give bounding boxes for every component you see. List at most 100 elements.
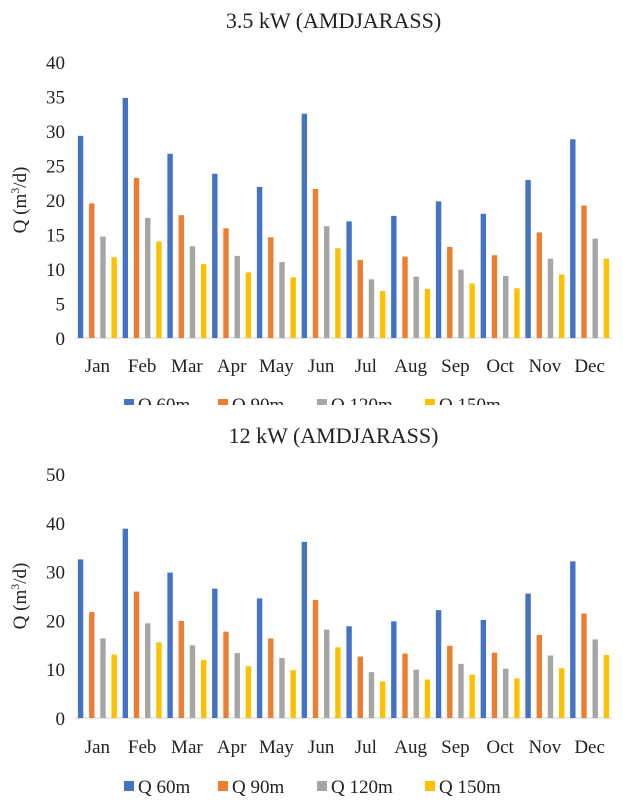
bar-q-150m-feb: [156, 241, 162, 338]
legend-label-q-150m: Q 150m: [439, 777, 501, 798]
x-tick-label: Jan: [85, 737, 111, 758]
bar-q-90m-jun: [312, 188, 319, 338]
bar-q-150m-nov: [558, 274, 565, 338]
bar-q-150m-oct: [514, 288, 520, 338]
bar-q-60m-feb: [122, 97, 129, 338]
x-tick-label: Jul: [355, 356, 377, 377]
bar-q-120m-aug: [413, 669, 419, 718]
bar-q-150m-aug: [424, 289, 431, 338]
bar-q-60m-oct: [480, 213, 487, 338]
y-tick-label: 0: [56, 709, 66, 730]
y-tick-label: 35: [46, 88, 65, 109]
y-tick-label: 30: [46, 563, 65, 584]
bar-q-90m-nov: [536, 232, 542, 338]
bar-q-120m-apr: [234, 653, 240, 718]
bar-q-90m-dec: [581, 205, 587, 338]
bar-q-90m-jul: [357, 656, 363, 718]
bar-q-120m-mar: [189, 246, 196, 338]
x-tick-label: Nov: [529, 356, 562, 377]
legend-swatch-q-90m: [218, 399, 228, 405]
bar-q-120m-sep: [458, 663, 464, 718]
legend-swatch-q-120m: [317, 399, 327, 405]
bar-q-90m-oct: [491, 652, 498, 718]
x-tick-label: Nov: [529, 737, 562, 758]
y-tick-label: 30: [46, 122, 65, 143]
x-tick-label: Aug: [394, 737, 427, 758]
bar-q-120m-may: [279, 657, 285, 718]
bar-q-90m-jun: [312, 599, 319, 718]
chart-12kw: 12 kW (AMDJARASS) Q (m3/d) 0 10 20 30 40 50 Jan F…: [8, 423, 612, 798]
bar-q-120m-nov: [547, 258, 554, 338]
legend-swatch-q-60m: [124, 781, 134, 791]
bar-q-150m-nov: [558, 668, 565, 718]
y-tick-label: 10: [46, 660, 65, 681]
y-tick-label: 5: [56, 295, 66, 316]
bar-q-120m-nov: [547, 655, 554, 718]
bar-q-120m-jan: [100, 638, 106, 718]
bar-q-60m-nov: [525, 593, 531, 718]
bar-q-120m-dec: [592, 639, 598, 718]
bar-q-150m-dec: [603, 655, 610, 718]
bar-q-150m-may: [290, 277, 296, 338]
bar-q-150m-apr: [245, 272, 252, 338]
legend-label-q-120m: Q 120m: [331, 777, 393, 798]
y-tick-label: 40: [46, 514, 65, 535]
bar-q-90m-nov: [536, 635, 542, 718]
legend-swatch-q-120m: [317, 781, 327, 791]
x-tick-label: Apr: [217, 737, 247, 758]
y-tick-label: 40: [46, 53, 65, 74]
bar-q-90m-jul: [357, 260, 363, 338]
bar-q-90m-sep: [447, 645, 453, 718]
bar-q-150m-jun: [335, 647, 341, 718]
bar-q-120m-oct: [503, 275, 509, 338]
x-tick-label: Feb: [128, 737, 157, 758]
bar-q-90m-jan: [89, 612, 95, 718]
legend-label-q-60m: Q 60m: [138, 395, 190, 405]
bar-q-90m-may: [268, 237, 274, 338]
bar-q-60m-sep: [435, 610, 442, 718]
bar-q-120m-may: [279, 262, 285, 338]
bar-q-60m-jul: [346, 221, 352, 338]
bar-q-60m-may: [256, 186, 263, 338]
x-tick-label: Dec: [574, 356, 605, 377]
bar-q-60m-jan: [77, 135, 84, 338]
bar-q-90m-dec: [581, 613, 587, 718]
bar-q-90m-oct: [491, 255, 498, 338]
x-tick-label: Oct: [486, 737, 514, 758]
bar-q-60m-jun: [301, 113, 308, 338]
x-tick-label: Jun: [308, 356, 335, 377]
x-tick-label: Jul: [355, 737, 377, 758]
bar-q-150m-feb: [156, 642, 162, 718]
x-tick-label: Oct: [486, 356, 514, 377]
bar-q-150m-jul: [379, 681, 386, 718]
bar-q-60m-jun: [301, 541, 308, 718]
bar-q-120m-aug: [413, 276, 419, 338]
y-axis-label: Q (m3/d): [8, 167, 31, 234]
bar-q-150m-aug: [424, 679, 431, 718]
chart-title: 12 kW (AMDJARASS): [229, 423, 439, 448]
chart-3-5kw: 3.5 kW (AMDJARASS) Q (m3/d) 0 5 10 15 20 25 30 35…: [8, 8, 612, 405]
y-axis-label: Q (m3/d): [8, 563, 31, 630]
x-tick-label: Sep: [441, 737, 470, 758]
bar-q-120m-sep: [458, 269, 464, 338]
x-tick-label: May: [259, 737, 294, 758]
bar-q-120m-oct: [503, 668, 509, 718]
bar-q-60m-dec: [570, 139, 576, 338]
bar-q-60m-aug: [391, 621, 397, 718]
bar-q-150m-mar: [200, 264, 207, 338]
bar-q-150m-jan: [111, 654, 117, 718]
bar-q-120m-jun: [324, 226, 330, 338]
bar-q-120m-feb: [145, 623, 151, 718]
bar-q-90m-apr: [223, 631, 229, 718]
y-tick-label: 10: [46, 260, 65, 281]
legend-label-q-90m: Q 90m: [232, 395, 284, 405]
bar-q-90m-mar: [178, 215, 184, 338]
x-tick-label: Jun: [308, 737, 335, 758]
bar-q-60m-aug: [391, 215, 397, 338]
bar-q-150m-sep: [469, 283, 475, 338]
legend-swatch-q-150m: [425, 399, 435, 405]
y-tick-label: 25: [46, 157, 65, 178]
bar-q-60m-nov: [525, 179, 531, 338]
legend-label-q-150m: Q 150m: [439, 395, 501, 405]
